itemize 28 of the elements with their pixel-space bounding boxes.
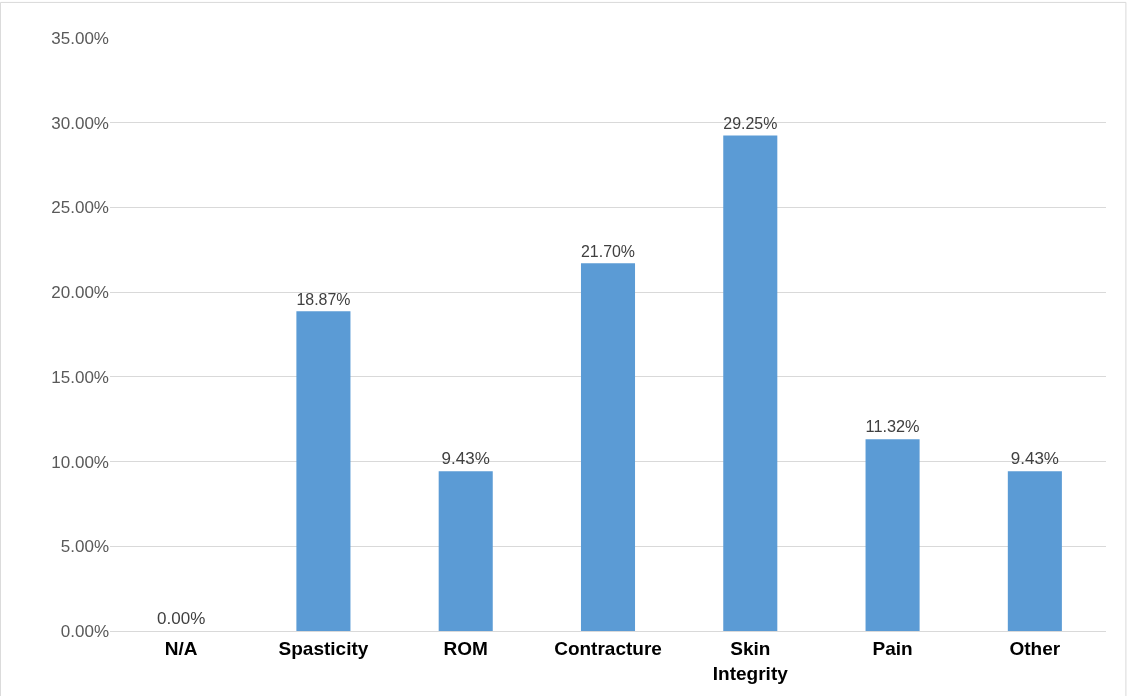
bar [296,311,351,631]
bar [865,439,920,631]
x-tick-label: N/A [164,637,198,659]
data-label: 29.25% [723,114,778,132]
data-label: 21.70% [580,242,636,260]
y-tick-label: 25.00% [51,198,109,218]
y-tick-label: 20.00% [51,283,109,303]
x-tick-label: ROM [443,637,488,659]
bar [1007,471,1062,631]
y-tick-label: 10.00% [51,452,109,472]
y-tick-label: 0.00% [60,621,109,641]
bar [723,135,778,631]
x-tick-label: Skin Integrity [712,637,789,684]
y-tick-label: 5.00% [60,537,109,557]
x-tick-label: Pain [872,637,913,659]
x-tick-label: Other [1009,637,1061,659]
y-tick-label: 15.00% [51,367,109,387]
x-tick-label: Spasticity [278,637,369,659]
y-tick-label: 30.00% [51,113,109,133]
data-label: 0.00% [157,609,206,628]
bar [438,471,493,631]
x-tick-label: Contracture [554,637,662,659]
y-tick-label: 35.00% [51,28,109,48]
data-label: 9.43% [441,449,490,469]
data-label: 9.43% [1010,449,1059,469]
data-label: 11.32% [865,417,920,436]
data-label: 18.87% [296,290,351,308]
bar [580,263,636,631]
